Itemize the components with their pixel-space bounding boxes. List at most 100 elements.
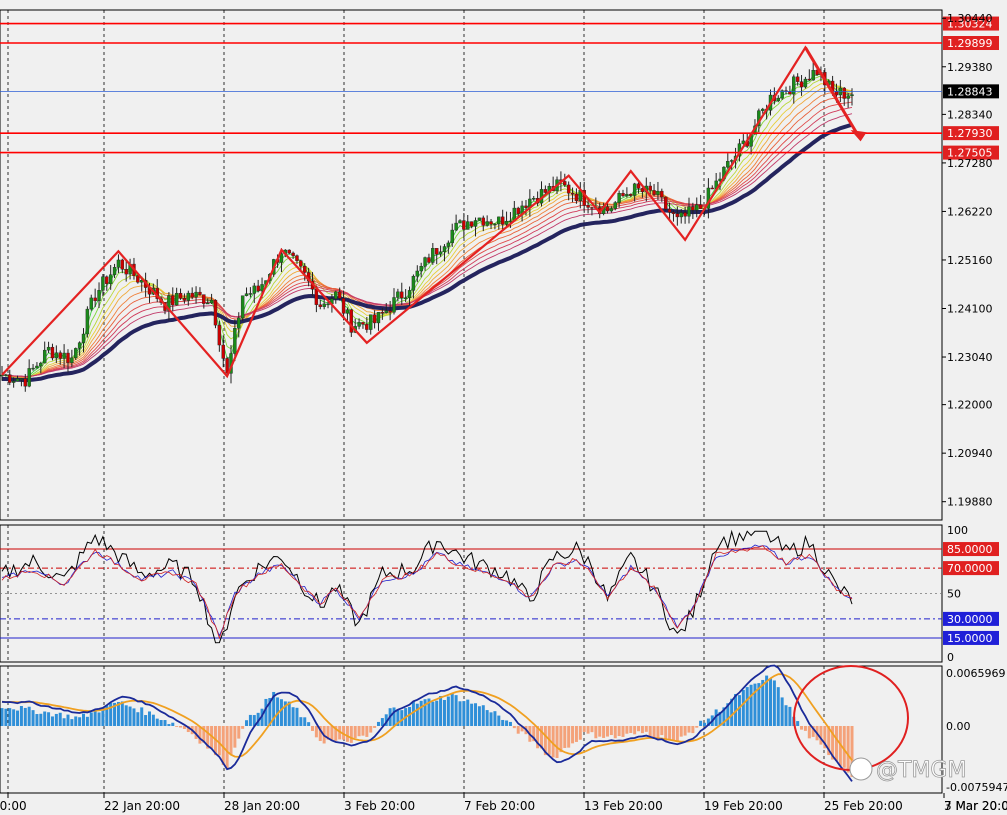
candle-body bbox=[671, 212, 676, 214]
oscillator-axis: 100 50 0 bbox=[947, 524, 968, 664]
candle-body bbox=[652, 190, 656, 195]
candle-body bbox=[788, 91, 792, 95]
macd-bar bbox=[279, 699, 283, 726]
macd-bar bbox=[109, 702, 113, 726]
macd-bar bbox=[248, 714, 252, 726]
candle-body bbox=[291, 252, 295, 256]
macd-bar bbox=[493, 711, 497, 726]
macd-bar bbox=[571, 725, 575, 744]
date-tick-label: 7 Feb 20:00 bbox=[464, 799, 535, 813]
date-tick-label: 13 Feb 20:00 bbox=[584, 799, 663, 813]
price-tick-label: 1.29380 bbox=[947, 61, 993, 74]
candle-body bbox=[815, 69, 819, 75]
macd-bar bbox=[256, 712, 260, 726]
price-panel-frame bbox=[0, 9, 943, 521]
candle-body bbox=[803, 78, 808, 88]
candle-body bbox=[799, 81, 804, 88]
oscillator-level-tag bbox=[943, 611, 999, 626]
macd-panel[interactable]: 0.0065969 0.00 -0.0075947 bbox=[0, 664, 1007, 795]
candle-body bbox=[318, 304, 322, 307]
candle-body bbox=[136, 275, 140, 283]
macd-bar bbox=[384, 714, 388, 726]
oscillator-panel[interactable]: 85.0000 70.0000 30.0000 15.0000 100 50 0 bbox=[0, 524, 999, 664]
candle-body bbox=[27, 368, 31, 387]
candle-body bbox=[225, 358, 229, 374]
macd-histogram bbox=[0, 675, 854, 777]
candle-body bbox=[574, 193, 579, 202]
macd-bar bbox=[415, 703, 419, 726]
price-tick-label: 1.20940 bbox=[947, 447, 993, 460]
macd-bar bbox=[776, 687, 780, 726]
oscillator-levels: 85.0000 70.0000 30.0000 15.0000 bbox=[0, 542, 999, 645]
macd-bar bbox=[695, 725, 699, 728]
candle-body bbox=[66, 352, 70, 364]
macd-bar bbox=[179, 725, 183, 728]
macd-bar bbox=[345, 725, 349, 742]
oscillator-level-label: 30.0000 bbox=[947, 613, 993, 626]
candle-body bbox=[625, 193, 629, 197]
candle-body bbox=[93, 297, 97, 302]
macd-bar bbox=[303, 717, 307, 726]
macd-bar bbox=[342, 725, 346, 740]
macd-bar bbox=[536, 725, 540, 749]
candle-body bbox=[89, 297, 93, 310]
macd-bar bbox=[563, 725, 567, 748]
macd-bar bbox=[784, 705, 788, 726]
macd-bar bbox=[582, 725, 586, 732]
candle-body bbox=[497, 216, 501, 225]
macd-bar bbox=[19, 706, 23, 726]
macd-bar bbox=[299, 717, 303, 726]
candle-body bbox=[217, 324, 222, 346]
candle-body bbox=[182, 298, 187, 301]
candle-body bbox=[846, 95, 850, 99]
candle-body bbox=[244, 293, 249, 296]
macd-bar bbox=[551, 725, 555, 758]
candle-body bbox=[202, 294, 206, 304]
oscillator-gridlines bbox=[7, 525, 825, 662]
candle-body bbox=[792, 76, 796, 95]
macd-bar bbox=[706, 718, 710, 726]
macd-bar bbox=[373, 725, 377, 728]
macd-bar bbox=[454, 695, 458, 726]
candle-body bbox=[248, 293, 253, 295]
zigzag-line bbox=[1, 45, 853, 379]
macd-bar bbox=[842, 725, 846, 768]
candle-body bbox=[504, 220, 509, 225]
oscillator-level-label: 85.0000 bbox=[947, 543, 993, 556]
candle-body bbox=[632, 183, 637, 196]
macd-bar bbox=[644, 725, 648, 732]
candle-body bbox=[85, 308, 90, 335]
macd-tick-label: -0.0075947 bbox=[946, 781, 1007, 794]
macd-bar bbox=[508, 721, 512, 726]
date-tick-label: 7 Mar 20:00 bbox=[944, 799, 1007, 813]
candle-body bbox=[58, 352, 62, 359]
macd-bar bbox=[800, 725, 804, 730]
candle-body bbox=[209, 299, 214, 304]
candle-body bbox=[237, 317, 241, 329]
macd-tick-label: 0.0065969 bbox=[946, 667, 1006, 680]
price-panel[interactable]: 1.30324 1.29899 1.28843 1.27930 1.27505 1.30… bbox=[0, 9, 999, 521]
macd-bar bbox=[89, 712, 93, 726]
candle-body bbox=[4, 374, 8, 376]
candle-body bbox=[357, 322, 361, 327]
macd-bar bbox=[668, 725, 672, 741]
candle-body bbox=[648, 185, 652, 191]
candle-body bbox=[77, 342, 82, 349]
macd-bar bbox=[656, 725, 660, 739]
macd-bar bbox=[396, 709, 400, 726]
macd-bar bbox=[675, 725, 679, 741]
macd-bar bbox=[823, 725, 827, 749]
macd-bar bbox=[194, 725, 198, 739]
macd-bar bbox=[734, 694, 738, 726]
macd-bar bbox=[128, 706, 132, 726]
macd-bar bbox=[602, 725, 606, 738]
candle-body bbox=[326, 303, 330, 306]
macd-bar bbox=[481, 705, 485, 726]
macd-bar bbox=[699, 720, 703, 726]
macd-bar bbox=[605, 725, 609, 737]
price-tick-label: 1.23040 bbox=[947, 351, 993, 364]
candlesticks bbox=[0, 61, 854, 392]
macd-bar bbox=[466, 699, 470, 726]
macd-bar bbox=[462, 701, 466, 726]
macd-bar bbox=[629, 725, 633, 733]
